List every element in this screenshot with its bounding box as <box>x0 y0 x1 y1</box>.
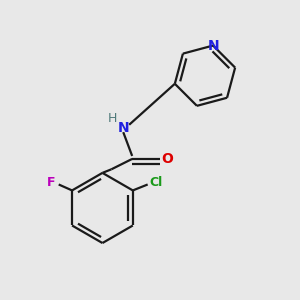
Text: H: H <box>108 112 118 125</box>
Text: O: O <box>161 152 173 166</box>
Text: N: N <box>117 121 129 135</box>
Text: Cl: Cl <box>149 176 163 190</box>
Text: N: N <box>207 38 219 52</box>
Text: F: F <box>47 176 55 190</box>
